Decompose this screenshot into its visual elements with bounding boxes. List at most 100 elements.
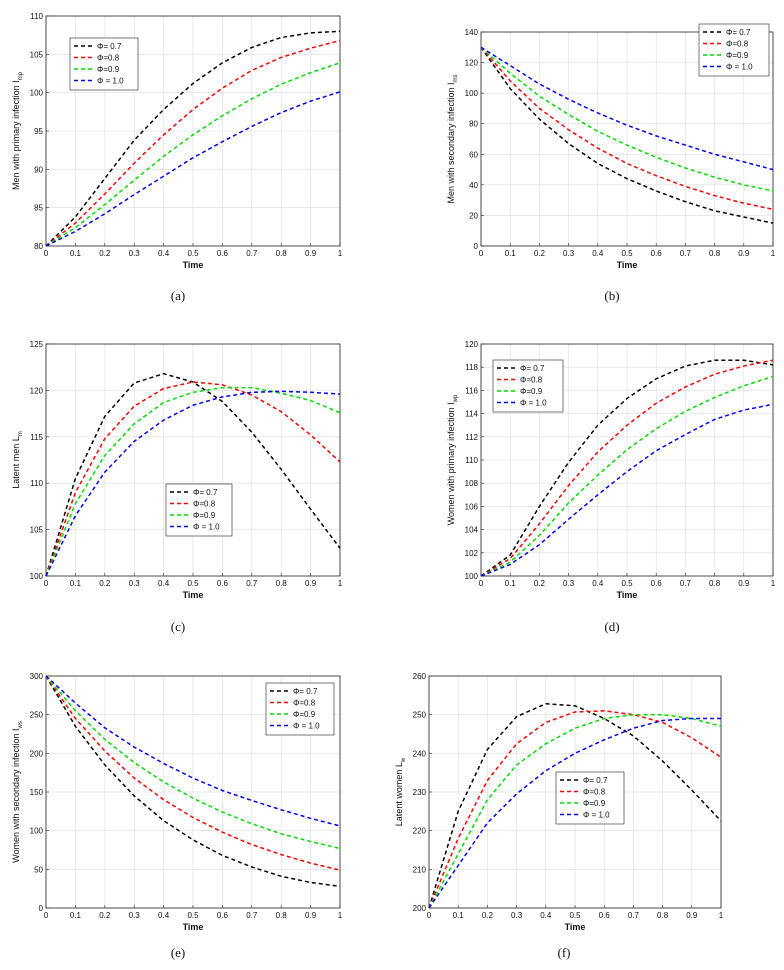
y-tick-label: 112 (465, 433, 478, 442)
x-tick-label: 0.1 (70, 911, 82, 920)
x-tick-label: 0.7 (680, 579, 692, 588)
series-line-4 (428, 717, 721, 909)
x-tick-label: 0.3 (563, 249, 575, 258)
y-tick-label: 100 (30, 572, 44, 581)
x-tick-label: 0.6 (599, 911, 611, 920)
x-tick-label: 0.2 (534, 249, 546, 258)
y-tick-label: 140 (465, 28, 479, 37)
y-tick-label: 40 (469, 181, 478, 190)
legend-entry-label: Φ = 1.0 (520, 399, 547, 408)
y-axis-label-sub: wp (453, 394, 459, 403)
y-tick-label: 115 (30, 433, 43, 442)
x-axis-label: Time (565, 922, 586, 932)
x-tick-label: 0.9 (738, 249, 750, 258)
series-line-1 (45, 372, 341, 577)
y-tick-label: 110 (30, 12, 43, 21)
legend-entry-label: Φ=0.8 (726, 40, 749, 49)
y-axis-label: Women with primary infection Iwp (446, 394, 459, 525)
y-tick-label: 260 (413, 672, 427, 681)
legend-entry-label: Φ=0.8 (97, 54, 120, 63)
x-tick-label: 0.7 (680, 249, 692, 258)
x-tick-label: 0 (427, 911, 432, 920)
panel-caption: (c) (171, 619, 185, 634)
axes-frame (45, 343, 341, 577)
x-tick-label: 0 (479, 579, 484, 588)
y-axis-label-sub: ms (453, 74, 459, 82)
x-axis-label: Time (183, 590, 204, 600)
panel-caption: (f) (558, 945, 571, 960)
panel-d: 0 0.1 0.2 0.3 0.4 0.5 0.6 0.7 0.8 0.9 1 100 102 104 10… (446, 340, 776, 634)
x-tick-label: 0.3 (511, 911, 523, 920)
series-line-4 (45, 91, 341, 247)
axes-frame (45, 15, 341, 247)
x-tick-label: 0.7 (246, 249, 258, 258)
legend-entry-label: Φ=0.9 (293, 710, 316, 719)
series-line-2 (480, 359, 774, 577)
panel-c: 0 0.1 0.2 0.3 0.4 0.5 0.6 0.7 0.8 0.9 1 100 105 110 11… (11, 340, 343, 634)
x-tick-label: 1 (771, 249, 776, 258)
legend-entry-label: Φ=0.9 (726, 51, 749, 60)
legend-entry-label: Φ=0.9 (97, 65, 120, 74)
legend-entry-label: Φ= 0.7 (583, 776, 608, 785)
x-tick-label: 0.6 (651, 249, 663, 258)
x-tick-label: 0.1 (70, 579, 82, 588)
y-tick-label: 114 (465, 410, 478, 419)
x-tick-label: 0.2 (99, 249, 111, 258)
x-tick-label: 0.8 (709, 249, 721, 258)
legend-entry-label: Φ=0.8 (193, 500, 216, 509)
axes-frame (428, 675, 722, 909)
x-tick-label: 0.3 (129, 579, 141, 588)
y-tick-label: 95 (34, 127, 43, 136)
x-tick-label: 0.2 (99, 911, 111, 920)
y-tick-label: 50 (34, 865, 43, 874)
x-tick-label: 0.4 (158, 249, 170, 258)
y-tick-label: 125 (30, 340, 44, 349)
y-tick-label: 230 (413, 788, 427, 797)
y-tick-label: 100 (30, 827, 44, 836)
legend-entry-label: Φ=0.8 (293, 699, 316, 708)
x-tick-label: 0.4 (592, 579, 604, 588)
legend: Φ= 0.7 Φ=0.8 Φ=0.9 Φ = 1.0 (265, 682, 335, 736)
panel-caption: (d) (604, 619, 619, 634)
x-tick-label: 0.1 (453, 911, 465, 920)
legend-entry-label: Φ = 1.0 (97, 77, 124, 86)
x-tick-label: 0.2 (534, 579, 546, 588)
x-tick-label: 1 (338, 911, 343, 920)
x-tick-label: 0 (44, 579, 49, 588)
y-tick-label: 80 (34, 242, 43, 251)
x-tick-label: 0.1 (70, 249, 82, 258)
x-tick-label: 0.7 (628, 911, 640, 920)
x-tick-label: 0.2 (482, 911, 494, 920)
legend-entry-label: Φ = 1.0 (193, 523, 220, 532)
y-axis-label-main: Women with secondary infection I (11, 728, 21, 862)
x-tick-label: 0.1 (505, 579, 517, 588)
panel-e: 0 0.1 0.2 0.3 0.4 0.5 0.6 0.7 0.8 0.9 1 0 50 100 150 20… (11, 672, 343, 960)
y-tick-label: 108 (465, 479, 479, 488)
x-tick-label: 0.9 (305, 911, 317, 920)
panel-f: 0 0.1 0.2 0.3 0.4 0.5 0.6 0.7 0.8 0.9 1 200 210 220 23… (394, 672, 724, 960)
y-tick-label: 200 (30, 749, 44, 758)
x-tick-label: 0.8 (276, 911, 288, 920)
x-tick-label: 0.9 (305, 579, 317, 588)
x-tick-label: 1 (338, 579, 343, 588)
y-tick-label: 250 (413, 711, 427, 720)
x-tick-label: 0.2 (99, 579, 111, 588)
series-line-3 (480, 375, 774, 577)
x-tick-label: 0.9 (738, 579, 750, 588)
x-tick-label: 0.5 (187, 249, 199, 258)
legend: Φ= 0.7 Φ=0.8 Φ=0.9 Φ = 1.0 (492, 359, 564, 413)
x-tick-label: 0.9 (686, 911, 698, 920)
y-tick-label: 250 (30, 711, 44, 720)
y-axis-label: Women with secondary infection Iws (11, 721, 24, 863)
series-line-3 (428, 713, 722, 909)
x-tick-label: 0.6 (217, 579, 229, 588)
series-line-1 (428, 703, 722, 909)
x-tick-label: 0.8 (276, 249, 288, 258)
y-tick-label: 106 (465, 502, 479, 511)
y-tick-label: 150 (30, 788, 44, 797)
y-tick-label: 85 (34, 204, 43, 213)
y-tick-label: 118 (465, 363, 478, 372)
series-line-3 (45, 386, 341, 577)
legend-entry-label: Φ= 0.7 (193, 488, 218, 497)
y-tick-label: 104 (465, 526, 479, 535)
